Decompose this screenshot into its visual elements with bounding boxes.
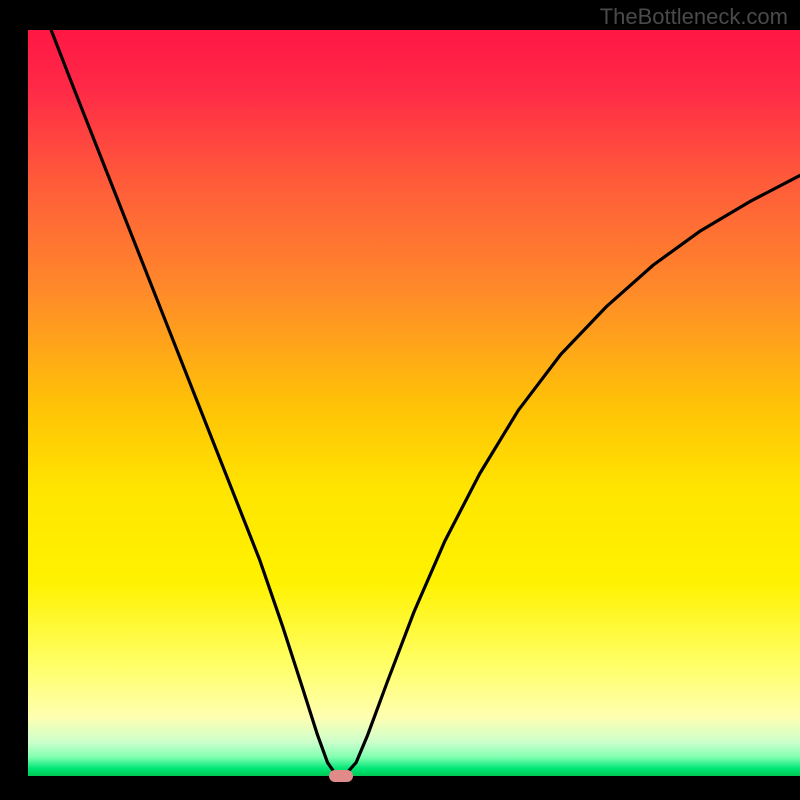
curve-layer <box>28 30 800 776</box>
optimal-marker <box>329 770 353 782</box>
bottleneck-curve <box>51 30 800 774</box>
watermark-text: TheBottleneck.com <box>600 4 788 30</box>
chart-container: { "watermark": { "text": "TheBottleneck.… <box>0 0 800 800</box>
plot-area <box>28 30 800 776</box>
